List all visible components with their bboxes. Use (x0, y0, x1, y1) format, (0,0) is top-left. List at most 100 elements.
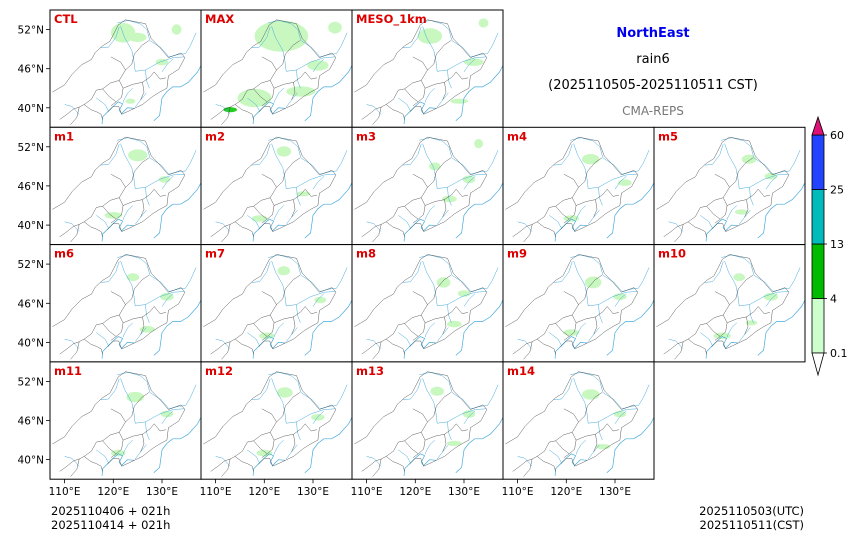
province-border (203, 136, 277, 210)
coastline (606, 299, 654, 356)
river (549, 332, 562, 346)
province-border (427, 157, 452, 188)
panel-frame (502, 361, 655, 480)
province-border (361, 333, 394, 355)
province-border (125, 40, 150, 71)
province-border (154, 423, 166, 432)
province-border (409, 340, 437, 350)
precip-area-light (563, 215, 579, 222)
river (145, 187, 150, 206)
river (398, 449, 411, 464)
panel-background (201, 244, 352, 362)
province-border (276, 136, 337, 226)
province-border (393, 174, 428, 217)
river (704, 261, 724, 283)
panel-label: m12 (205, 364, 233, 378)
precip-area-light (158, 176, 171, 183)
province-border (674, 224, 684, 243)
river (573, 378, 638, 424)
province-border (412, 314, 426, 341)
province-border (221, 107, 231, 125)
province-border (372, 107, 382, 125)
province-border (210, 216, 243, 237)
river (424, 88, 435, 103)
x-tick-label: 120°E (97, 486, 129, 498)
river (402, 144, 422, 166)
province-border (563, 314, 577, 341)
panel-m9: m9 (502, 244, 655, 363)
river (575, 205, 586, 220)
river (117, 137, 197, 175)
river (312, 410, 325, 424)
precip-area-light (763, 292, 779, 301)
coastline (252, 218, 286, 242)
precip-area-light (286, 86, 316, 97)
province-border (578, 254, 639, 344)
map-layer (656, 136, 805, 243)
province-border (372, 458, 382, 477)
precip-area-light (733, 273, 745, 282)
y-tick-label: 46°N (18, 64, 44, 76)
province-border (234, 338, 254, 355)
province-border (729, 136, 790, 226)
province-border (261, 80, 275, 106)
province-border (560, 223, 588, 232)
province-border (385, 456, 405, 472)
river (286, 92, 298, 108)
province-border (83, 221, 103, 237)
river (161, 176, 174, 190)
precip-area-light (430, 386, 444, 396)
coastline (554, 336, 588, 359)
colorbar-tick-label: 60 (830, 129, 844, 142)
river (64, 456, 80, 467)
province-border (442, 434, 447, 452)
province-border (253, 206, 268, 220)
province-border (125, 19, 186, 109)
river (721, 254, 801, 292)
river (700, 215, 713, 229)
panel-label: m6 (54, 247, 74, 261)
province-border (361, 216, 394, 237)
y-axis-tick-labels: 52°N 46°N 40°N 52°N 46°N 40°N 52°N 46°N 40°N 52°N… (18, 25, 50, 467)
river (739, 327, 751, 342)
province-border (578, 157, 603, 188)
province-border (523, 458, 533, 477)
province-border (695, 291, 730, 334)
river (120, 143, 185, 189)
river (575, 322, 586, 338)
colorbar-segment (811, 134, 825, 190)
footer-valid-utc: 2025110503(UTC) (699, 504, 804, 518)
river (145, 304, 150, 323)
precip-area-light (126, 273, 140, 282)
province-border (744, 199, 749, 218)
precip-area-light (277, 266, 291, 276)
province-border (427, 136, 488, 226)
river (122, 205, 133, 220)
river (96, 332, 109, 346)
province-border (758, 189, 770, 197)
river (100, 144, 120, 166)
river (247, 449, 260, 464)
precip-area-light (277, 387, 293, 398)
province-border (242, 408, 277, 452)
coastline (403, 101, 437, 125)
precip-area-light (311, 414, 325, 421)
precip-area-light (254, 20, 309, 52)
province-border (258, 340, 286, 350)
coastline (455, 65, 503, 122)
province-border (687, 338, 707, 355)
panel-m14: m14 (502, 361, 655, 480)
province-border (261, 197, 275, 224)
panel-background (503, 127, 654, 245)
province-border (102, 88, 117, 103)
province-border (261, 314, 275, 341)
river (553, 144, 573, 166)
province-border (140, 82, 145, 100)
panel-frame (653, 244, 806, 363)
province-border (505, 371, 579, 445)
precip-area-light (128, 149, 148, 162)
province-border (729, 254, 790, 344)
panel-background (654, 244, 805, 362)
province-border (70, 224, 80, 243)
river (64, 104, 80, 115)
